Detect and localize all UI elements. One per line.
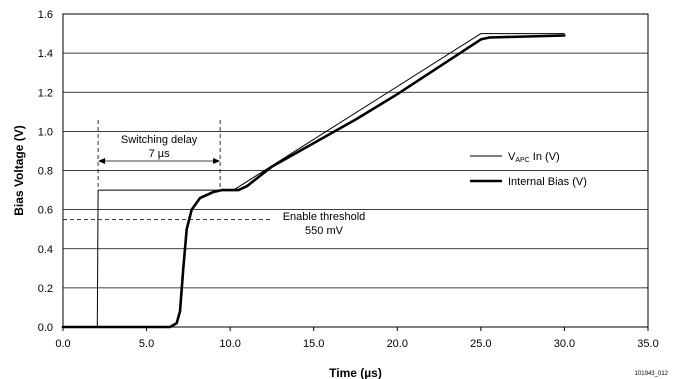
y-tick-label: 1.2 [38,87,53,99]
legend-label-vapc-main: V [508,151,516,163]
y-tick-label: 0.2 [38,283,53,295]
tick-labels: 0.0 5.0 10.0 15.0 20.0 25.0 30.0 35.0 0.0 0.2 0.4 0… [38,9,659,350]
legend-label-vapc-subscript: APC [515,157,529,164]
legend-label-internal-bias: Internal Bias (V) [508,176,587,188]
x-tick-label: 0.0 [55,338,70,350]
x-tick-label: 25.0 [470,338,491,350]
x-tick-label: 30.0 [554,338,575,350]
x-tick-label: 10.0 [219,338,240,350]
y-axis-title: Bias Voltage (V) [12,125,26,215]
switching-delay-arrowhead-left [98,158,106,164]
y-tick-label: 0.0 [38,322,53,334]
x-tick-label: 35.0 [637,338,658,350]
x-tick-label: 20.0 [387,338,408,350]
legend: VAPC In (V) Internal Bias (V) [470,151,587,188]
y-tick-label: 0.4 [38,244,53,256]
series-line-internal-bias [61,34,566,329]
figure-id: 101943_012 [635,371,669,377]
y-tick-label: 0.8 [38,166,53,178]
enable-threshold-value: 550 mV [305,225,344,237]
y-tick-label: 1.4 [38,48,53,60]
switching-delay-arrowhead-right [213,158,221,164]
x-tick-label: 15.0 [303,338,324,350]
switching-delay-label: Switching delay [121,134,198,146]
y-tick-label: 1.0 [38,126,53,138]
y-tick-label: 0.6 [38,205,53,217]
plot-frame [62,13,649,328]
switching-delay-value: 7 µs [149,148,171,160]
x-axis-title: Time (µs) [329,366,382,379]
legend-label-vapc-in: VAPC In (V) [508,151,560,164]
y-tick-label: 1.6 [38,9,53,21]
annotations: Switching delay 7 µs Enable threshold 550 m… [63,120,365,237]
x-tick-label: 5.0 [139,338,154,350]
enable-threshold-label: Enable threshold [283,211,366,223]
legend-label-vapc-rest: In (V) [530,151,560,163]
